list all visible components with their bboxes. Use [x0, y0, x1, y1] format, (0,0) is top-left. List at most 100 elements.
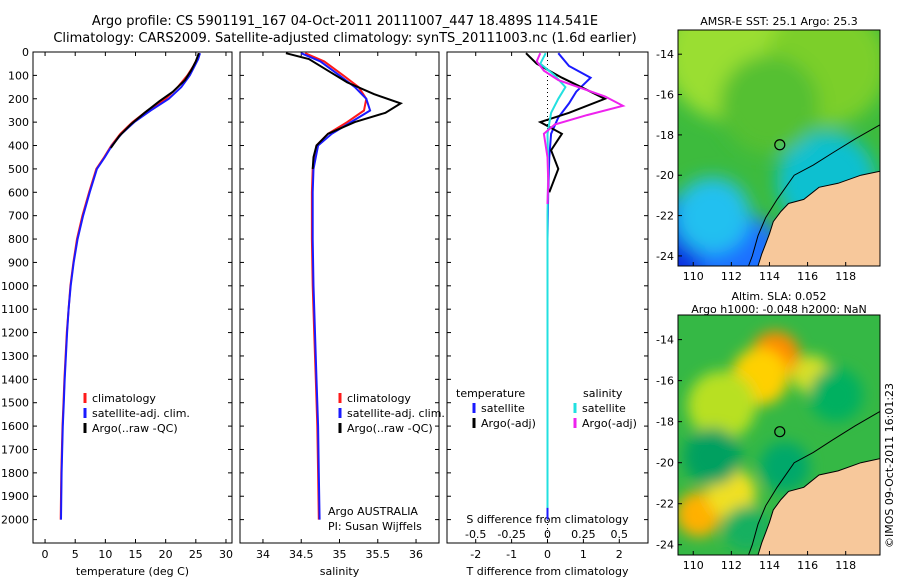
- x-tick-label: 0: [42, 548, 49, 561]
- x-tick-label: -2: [470, 548, 481, 561]
- lat-tick-label: -22: [656, 210, 674, 223]
- map-blob: [809, 368, 863, 422]
- top-tick-label: 0.5: [611, 528, 629, 541]
- y-tick-label: 1900: [1, 490, 29, 503]
- plot-frame: [32, 51, 233, 544]
- x-tick-label: 1: [580, 548, 587, 561]
- lat-tick-label: -22: [656, 498, 674, 511]
- lon-tick-label: 110: [683, 559, 704, 572]
- map-blob: [719, 55, 820, 155]
- lon-tick-label: 118: [835, 559, 856, 572]
- map-blobs: [678, 331, 863, 552]
- map-blob: [723, 505, 770, 552]
- series-line: [109, 52, 200, 149]
- lon-tick-label: 116: [797, 270, 818, 283]
- y-tick-label: 1100: [1, 303, 29, 316]
- map-frame: [677, 29, 881, 267]
- y-tick-label: 600: [8, 186, 29, 199]
- lat-tick-label: -20: [656, 169, 674, 182]
- top-tick-label: -0.25: [497, 528, 525, 541]
- map-field: [678, 30, 880, 266]
- x-tick-label: 35.5: [366, 548, 391, 561]
- lon-tick-label: 114: [759, 559, 780, 572]
- y-tick-label: 800: [8, 233, 29, 246]
- lon-tick-label: 116: [797, 559, 818, 572]
- x-tick-label: 10: [98, 548, 112, 561]
- y-tick-label: 100: [8, 69, 29, 82]
- y-tick-label: 0: [22, 46, 29, 59]
- y-tick-label: 1200: [1, 327, 29, 340]
- y-tick-label: 1500: [1, 397, 29, 410]
- y-tick-label: 1800: [1, 467, 29, 480]
- map-blob: [687, 370, 757, 440]
- x-axis-label: T difference from climatology: [466, 565, 629, 578]
- y-tick-label: 1600: [1, 420, 29, 433]
- legend-entry: satellite-adj. clim.: [92, 407, 190, 420]
- legend-entry: Argo(-adj): [582, 417, 637, 430]
- x-tick-label: 34: [256, 548, 270, 561]
- plot-frame: [239, 51, 440, 544]
- y-tick-label: 1700: [1, 443, 29, 456]
- y-tick-label: 1400: [1, 373, 29, 386]
- series-line: [285, 52, 404, 169]
- depth-contour: [748, 410, 880, 555]
- map-frame: [677, 314, 881, 556]
- lat-tick-label: -14: [656, 48, 674, 61]
- x-tick-label: -1: [506, 548, 517, 561]
- sst-map: 110 112 114 116 118 -14 -16 -18 -20 -22 -24 AMSR-E …: [656, 15, 881, 283]
- lon-tick-label: 112: [721, 559, 742, 572]
- lat-tick-label: -24: [656, 250, 674, 263]
- top-tick-label: 0.25: [571, 528, 596, 541]
- y-tick-label: 1000: [1, 280, 29, 293]
- legend-entry: Argo(..raw -QC): [347, 422, 433, 435]
- lat-tick-label: -16: [656, 375, 674, 388]
- y-tick-label: 400: [8, 140, 29, 153]
- y-tick-label: 700: [8, 210, 29, 223]
- map-subtitle: Argo h1000: -0.048 h2000: NaN: [691, 303, 867, 316]
- map-title: Altim. SLA: 0.052: [731, 290, 826, 303]
- lat-tick-label: -24: [656, 539, 674, 552]
- x-tick-label: 5: [72, 548, 79, 561]
- x-tick-label: 35: [333, 548, 347, 561]
- sla-map: 110 112 114 116 118 -14 -16 -18 -20 -22 -24 Altim. …: [656, 290, 881, 572]
- map-blob: [759, 442, 810, 492]
- x-tick-label: 25: [189, 548, 203, 561]
- lat-tick-label: -14: [656, 334, 674, 347]
- x-axis-label: temperature (deg C): [76, 565, 189, 578]
- y-tick-label: 300: [8, 116, 29, 129]
- legend-entry: climatology: [347, 392, 411, 405]
- figure-title-line1: Argo profile: CS 5901191_167 04-Oct-2011…: [92, 14, 598, 29]
- lat-tick-label: -20: [656, 457, 674, 470]
- map-blob: [683, 427, 741, 486]
- series-line: [539, 52, 567, 508]
- imos-watermark: ©IMOS 09-Oct-2011 16:01:23: [883, 383, 896, 548]
- top-tick-label: 0: [544, 528, 551, 541]
- legend-entry: satellite: [582, 402, 626, 415]
- legend-title: temperature: [456, 387, 525, 400]
- map-blob: [678, 177, 751, 254]
- depth-contour: [748, 124, 880, 266]
- lat-tick-label: -18: [656, 129, 674, 142]
- legend-entry: Argo(..raw -QC): [92, 422, 178, 435]
- legend-entry: climatology: [92, 392, 156, 405]
- legend-entry: satellite-adj. clim.: [347, 407, 445, 420]
- x-tick-label: 36: [409, 548, 423, 561]
- legend-entry: Argo(-adj): [481, 417, 536, 430]
- salinity-panel: 34 34.5 35 35.5 36 salinity climatology satelli…: [239, 51, 445, 578]
- y-tick-label: 500: [8, 163, 29, 176]
- series-line: [60, 52, 201, 520]
- lon-tick-label: 112: [721, 270, 742, 283]
- y-tick-label: 200: [8, 93, 29, 106]
- x-axis-label: salinity: [320, 565, 360, 578]
- series-line: [535, 52, 626, 205]
- lat-tick-label: -18: [656, 416, 674, 429]
- x-tick-label: 20: [159, 548, 173, 561]
- argo-position-marker: [774, 426, 786, 438]
- annotation-line: PI: Susan Wijffels: [328, 520, 422, 533]
- lat-tick-label: -16: [656, 89, 674, 102]
- argo-position-marker: [774, 139, 786, 151]
- x-tick-label: 2: [616, 548, 623, 561]
- legend-title: salinity: [583, 387, 623, 400]
